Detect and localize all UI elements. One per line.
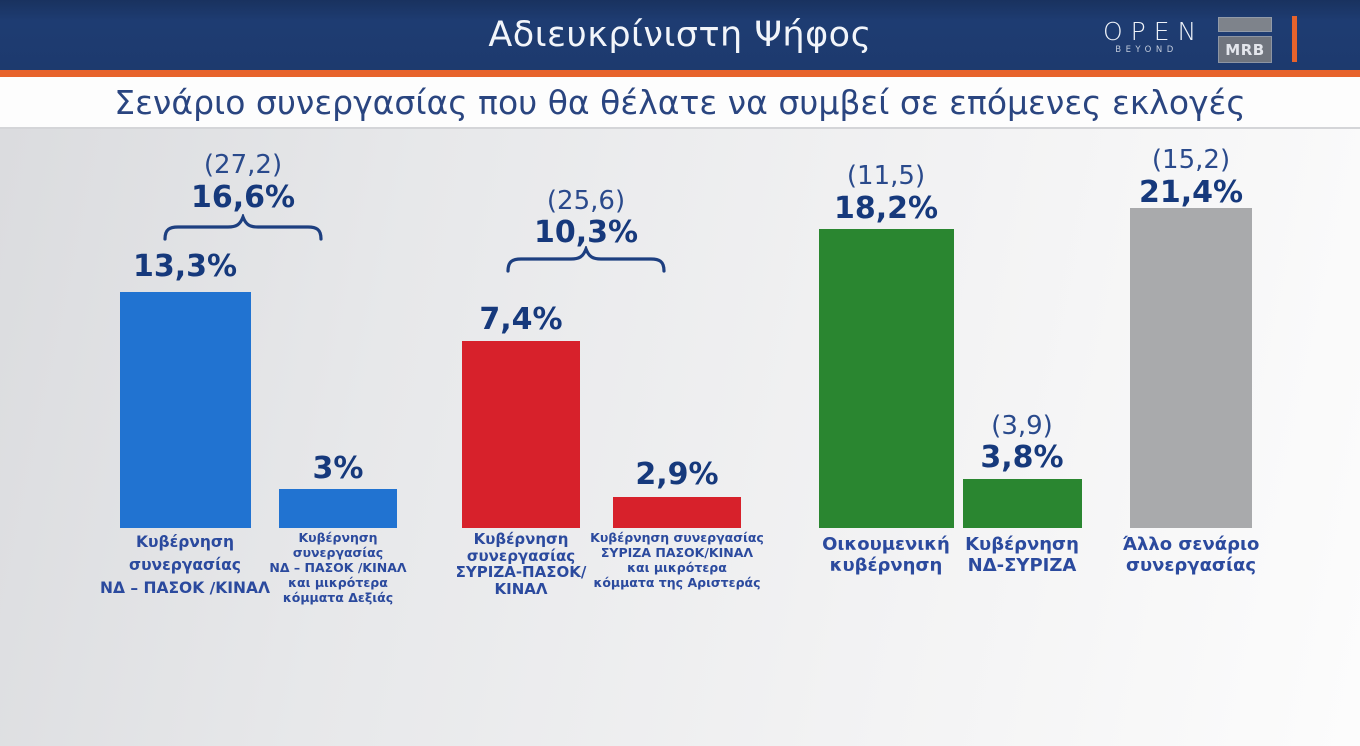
bar2-label-line: Κυβέρνηση συνεργασίας xyxy=(292,530,384,560)
bar5 xyxy=(819,229,954,528)
bar7-value: 21,4% xyxy=(1138,175,1244,210)
bar3-label-line: Κυβέρνηση xyxy=(473,530,569,548)
bar5-value: 18,2% xyxy=(833,191,939,226)
orange-tick-mark xyxy=(1292,16,1297,62)
bar4-label-line: και μικρότερα xyxy=(627,560,727,575)
bar4-label-line: κόμματα της Αριστεράς xyxy=(593,575,761,590)
bar2 xyxy=(279,489,397,528)
bar4-value: 2,9% xyxy=(635,457,719,492)
bar2-label-line: ΝΔ – ΠΑΣΟΚ /ΚΙΝΑΛ xyxy=(269,560,407,575)
bar7-paren-value: (15,2) xyxy=(1151,145,1231,175)
bar6-paren-value: (3,9) xyxy=(991,411,1053,441)
mrb-logo-text: MRB xyxy=(1218,36,1272,63)
bar1-label-line: ΝΔ – ΠΑΣΟΚ /ΚΙΝΑΛ xyxy=(99,579,271,597)
header-band: Αδιευκρίνιστη Ψήφος OPEN BEYOND MRB xyxy=(0,0,1360,70)
page-title: Αδιευκρίνιστη Ψήφος xyxy=(488,15,872,55)
chart-subtitle: Σενάριο συνεργασίας που θα θέλατε να συμ… xyxy=(114,82,1246,122)
group1-paren-value: (27,2) xyxy=(203,150,283,180)
open-logo-subtext: BEYOND xyxy=(1115,45,1178,55)
group1-brace xyxy=(163,214,323,241)
open-logo-text: OPEN xyxy=(1103,17,1205,46)
bar3-label: Κυβέρνηση συνεργασίας ΣΥΡΙΖΑ-ΠΑΣΟΚ/ΚΙΝΑΛ xyxy=(431,531,611,597)
group2-paren-value: (25,6) xyxy=(546,186,626,216)
bar7-label-line: Άλλο σενάριο xyxy=(1122,534,1260,555)
bar5-paren-value: (11,5) xyxy=(846,161,926,191)
open-channel-logo: OPEN BEYOND xyxy=(1097,17,1205,56)
bar3-label-line: συνεργασίας xyxy=(466,546,576,565)
bar2-label: Κυβέρνηση συνεργασίας ΝΔ – ΠΑΣΟΚ /ΚΙΝΑΛ … xyxy=(253,530,423,605)
bar3-value: 7,4% xyxy=(479,302,563,337)
bar3-label-line: ΣΥΡΙΖΑ-ΠΑΣΟΚ/ΚΙΝΑΛ xyxy=(455,563,587,598)
bar6 xyxy=(963,479,1082,528)
bar2-value: 3% xyxy=(312,451,364,486)
bar5-label-line: Οικουμενική xyxy=(822,534,950,555)
group2-sum-value: 10,3% xyxy=(533,215,639,250)
bar6-label-line: Κυβέρνηση xyxy=(965,534,1079,555)
bar1-label-line: Κυβέρνηση συνεργασίας xyxy=(129,533,241,574)
bar7 xyxy=(1130,208,1252,528)
group2-brace xyxy=(506,246,666,273)
bar4-label-line: ΣΥΡΙΖΑ ΠΑΣΟΚ/ΚΙΝΑΛ xyxy=(600,545,754,560)
bar2-label-line: κόμματα Δεξιάς xyxy=(282,590,394,605)
bar6-label-line: ΝΔ-ΣΥΡΙΖΑ xyxy=(967,555,1077,576)
mrb-logo: MRB xyxy=(1218,17,1272,63)
bar4-label-line: Κυβέρνηση συνεργασίας xyxy=(590,530,764,545)
bar5-label-line: κυβέρνηση xyxy=(829,555,943,576)
bar6-label: Κυβέρνηση ΝΔ-ΣΥΡΙΖΑ xyxy=(952,534,1092,576)
bar1-label: Κυβέρνηση συνεργασίας ΝΔ – ΠΑΣΟΚ /ΚΙΝΑΛ xyxy=(90,531,280,600)
bar4 xyxy=(613,497,741,528)
subtitle-band: Σενάριο συνεργασίας που θα θέλατε να συμ… xyxy=(0,77,1360,129)
bar7-label: Άλλο σενάριο συνεργασίας xyxy=(1111,534,1271,576)
bar6-value: 3,8% xyxy=(980,440,1064,475)
bar3 xyxy=(462,341,580,528)
bar7-label-line: συνεργασίας xyxy=(1125,555,1257,576)
bar1 xyxy=(120,292,251,528)
bar1-value: 13,3% xyxy=(132,249,238,284)
mrb-logo-bar xyxy=(1218,17,1272,32)
group1-sum-value: 16,6% xyxy=(190,180,296,215)
bar2-label-line: και μικρότερα xyxy=(288,575,388,590)
bar5-label: Οικουμενική κυβέρνηση xyxy=(811,534,961,576)
bar-chart: (27,2) 16,6% (25,6) 10,3% 13,3% Κυβέρνησ… xyxy=(0,129,1360,746)
bar4-label: Κυβέρνηση συνεργασίας ΣΥΡΙΖΑ ΠΑΣΟΚ/ΚΙΝΑΛ… xyxy=(584,530,770,590)
orange-divider xyxy=(0,70,1360,77)
